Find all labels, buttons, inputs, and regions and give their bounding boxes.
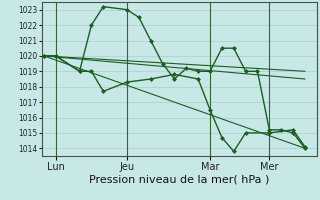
- X-axis label: Pression niveau de la mer( hPa ): Pression niveau de la mer( hPa ): [89, 174, 269, 184]
